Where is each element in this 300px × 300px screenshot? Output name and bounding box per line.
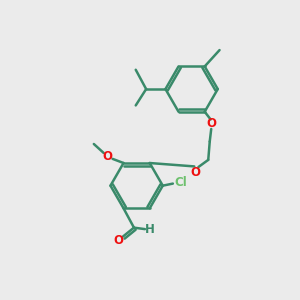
Text: O: O: [190, 166, 200, 179]
Text: O: O: [206, 116, 216, 130]
Text: O: O: [113, 234, 124, 247]
Text: Cl: Cl: [175, 176, 188, 189]
Text: H: H: [146, 223, 155, 236]
Text: O: O: [102, 150, 112, 163]
